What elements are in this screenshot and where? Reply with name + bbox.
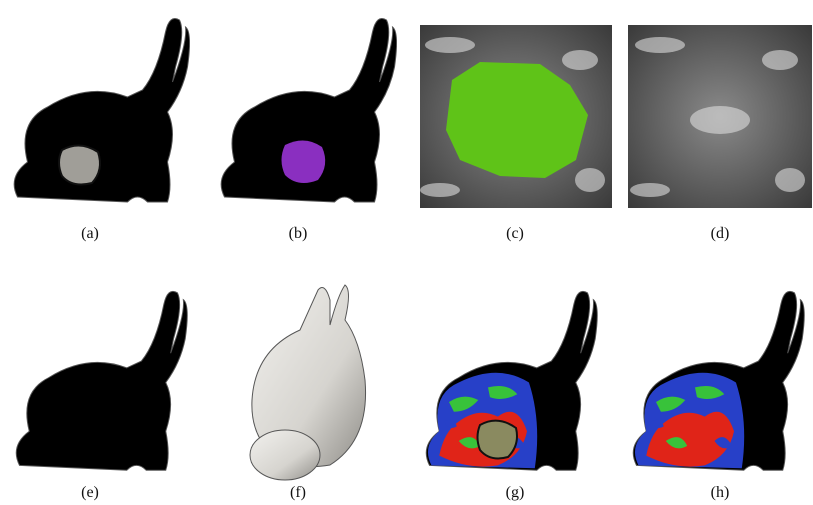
error-map <box>635 373 744 469</box>
captions: (a) (b) (c) (d) (e) (f) (g) (h) <box>81 225 729 501</box>
fill-region <box>282 140 326 183</box>
panel-caption: (a) <box>81 225 99 242</box>
panel-caption: (h) <box>711 484 730 501</box>
panel-caption: (b) <box>289 225 308 242</box>
panel-caption: (e) <box>81 484 99 501</box>
panel-caption: (f) <box>290 484 306 501</box>
hole-outline <box>59 145 100 184</box>
panel-caption: (g) <box>506 484 525 501</box>
hole-outline <box>478 421 518 459</box>
figure: (a) (b) (c) (d) (e) (f) (g) (h) <box>0 0 813 505</box>
bunny-image <box>16 291 187 470</box>
panel-caption: (d) <box>711 225 730 242</box>
bunny-image <box>14 19 189 203</box>
bunny-back-view <box>250 285 366 480</box>
panel-caption: (c) <box>506 225 524 242</box>
